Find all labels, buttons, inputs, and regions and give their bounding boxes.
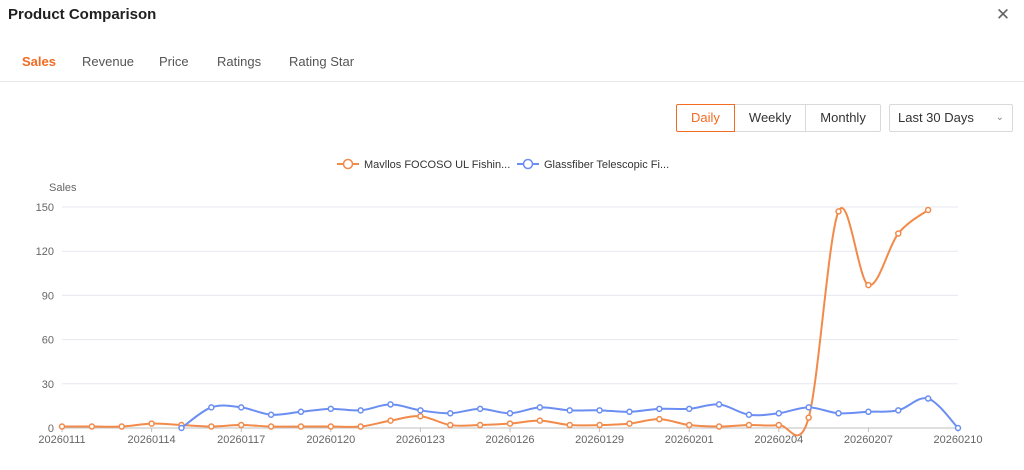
data-point bbox=[476, 405, 484, 413]
data-point bbox=[745, 421, 753, 429]
x-tick-label: 20260129 bbox=[575, 434, 624, 446]
x-tick-label: 20260114 bbox=[128, 434, 176, 446]
y-tick-label: 90 bbox=[42, 290, 54, 302]
data-point bbox=[237, 421, 245, 429]
data-point bbox=[775, 421, 783, 429]
weekly-button[interactable]: Weekly bbox=[733, 104, 807, 132]
legend-swatch-marker bbox=[342, 158, 354, 170]
tab-revenue[interactable]: Revenue bbox=[82, 54, 135, 69]
data-point bbox=[447, 410, 454, 417]
data-point bbox=[88, 423, 96, 430]
data-point bbox=[536, 417, 544, 424]
data-point bbox=[865, 408, 872, 416]
data-point bbox=[835, 208, 842, 215]
data-point bbox=[118, 423, 125, 430]
x-tick-label: 20260123 bbox=[396, 434, 445, 446]
data-point bbox=[327, 405, 335, 413]
data-point bbox=[745, 411, 753, 418]
data-point bbox=[297, 423, 305, 430]
data-point bbox=[357, 423, 364, 430]
y-tick-label: 150 bbox=[36, 202, 54, 214]
x-tick-label: 20260204 bbox=[754, 434, 803, 446]
data-point bbox=[417, 407, 424, 414]
x-tick-label: 20260120 bbox=[306, 434, 355, 446]
data-point bbox=[954, 424, 962, 432]
daily-button[interactable]: Daily bbox=[676, 104, 735, 132]
data-point bbox=[715, 423, 723, 430]
x-tick-label: 20260210 bbox=[934, 434, 983, 446]
data-point bbox=[566, 421, 573, 429]
series-line-1 bbox=[62, 207, 929, 437]
data-point bbox=[566, 407, 573, 414]
data-point bbox=[626, 408, 633, 416]
data-point bbox=[297, 408, 305, 416]
data-point bbox=[656, 405, 663, 413]
data-point bbox=[805, 404, 812, 411]
chevron-down-icon: ⌄ bbox=[995, 112, 1004, 123]
y-axis-label: Sales bbox=[49, 182, 77, 194]
data-point bbox=[775, 410, 783, 417]
x-tick-label: 20260126 bbox=[486, 434, 535, 446]
metric-tabs: Sales Revenue Price Ratings Rating Star bbox=[0, 50, 1024, 82]
data-point bbox=[895, 407, 902, 414]
data-point bbox=[417, 412, 424, 420]
data-point bbox=[237, 404, 245, 411]
data-point bbox=[148, 420, 155, 427]
tab-rating-star[interactable]: Rating Star bbox=[289, 54, 355, 69]
data-point bbox=[685, 421, 693, 429]
data-point bbox=[835, 410, 842, 417]
data-point bbox=[476, 421, 484, 429]
data-point bbox=[685, 405, 693, 413]
x-tick-label: 20260201 bbox=[665, 434, 714, 446]
x-tick-label: 20260207 bbox=[844, 434, 893, 446]
period-select[interactable]: Last 30 Days ⌄ bbox=[889, 104, 1013, 132]
tab-price[interactable]: Price bbox=[159, 54, 189, 69]
data-point bbox=[656, 415, 663, 423]
legend-label: Mavllos FOCOSO UL Fishin... bbox=[364, 159, 510, 171]
data-point bbox=[327, 423, 335, 430]
y-tick-label: 0 bbox=[48, 423, 54, 435]
data-point bbox=[208, 423, 215, 430]
close-icon[interactable]: ✕ bbox=[995, 5, 1011, 24]
data-point bbox=[267, 411, 275, 418]
data-point bbox=[387, 401, 394, 408]
x-tick-label: 20260111 bbox=[38, 434, 85, 446]
dialog-header: Product Comparison ✕ bbox=[0, 0, 1024, 34]
data-point bbox=[387, 417, 394, 424]
period-select-value: Last 30 Days bbox=[898, 110, 974, 125]
data-point bbox=[208, 404, 215, 411]
data-point bbox=[865, 281, 872, 289]
data-point bbox=[267, 423, 275, 430]
data-point bbox=[626, 420, 633, 427]
x-tick-label: 20260117 bbox=[217, 434, 265, 446]
monthly-button[interactable]: Monthly bbox=[805, 104, 881, 132]
dialog-title: Product Comparison bbox=[8, 6, 157, 23]
y-tick-label: 120 bbox=[36, 246, 54, 258]
data-point bbox=[536, 404, 544, 411]
legend-label: Glassfiber Telescopic Fi... bbox=[544, 159, 669, 171]
y-tick-label: 60 bbox=[42, 335, 54, 347]
data-point bbox=[805, 414, 812, 421]
data-point bbox=[924, 206, 932, 214]
data-point bbox=[895, 230, 902, 237]
tab-ratings[interactable]: Ratings bbox=[217, 54, 262, 69]
data-point bbox=[447, 421, 454, 429]
data-point bbox=[506, 410, 514, 417]
tab-sales[interactable]: Sales bbox=[22, 54, 56, 69]
sales-line-chart: 0 30 60 90 120 150 Sales 20260111 20260114 202601… bbox=[36, 158, 983, 446]
data-point bbox=[596, 407, 603, 414]
granularity-toggle: Daily Weekly Monthly bbox=[676, 104, 881, 132]
data-point bbox=[596, 421, 603, 429]
data-point bbox=[715, 401, 723, 408]
data-point bbox=[58, 423, 66, 430]
data-point bbox=[357, 407, 364, 414]
legend-swatch-marker bbox=[522, 158, 534, 170]
data-point bbox=[506, 420, 514, 427]
data-point bbox=[178, 424, 185, 432]
y-tick-label: 30 bbox=[42, 379, 54, 391]
data-point bbox=[924, 395, 932, 402]
